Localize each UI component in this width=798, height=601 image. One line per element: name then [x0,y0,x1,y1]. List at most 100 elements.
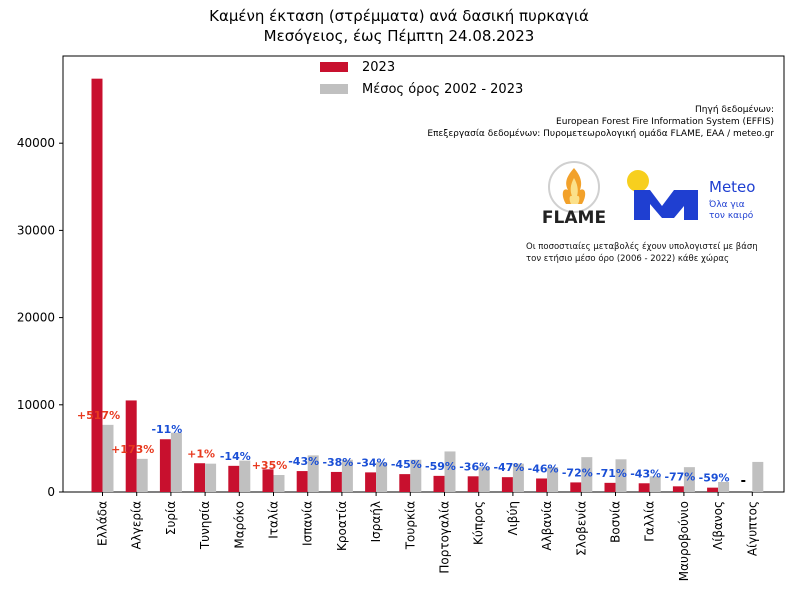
y-tick-label: 30000 [17,223,55,237]
bar-average [376,462,388,492]
x-tick-label: Συρία [164,501,178,535]
bar-2023 [262,469,274,492]
x-tick-label: Ιταλία [267,501,281,539]
bar-2023 [365,472,377,492]
bar-average [136,458,148,492]
data-source: Πηγή δεδομένων: European Forest Fire Inf… [427,104,774,140]
source-heading: Πηγή δεδομένων: [695,105,774,115]
x-tick-label: Λιβύη [506,501,520,535]
x-tick-label: Τυνησία [198,501,212,550]
bar-average [341,459,353,492]
bar-average [273,474,285,492]
x-tick-label: Μαρόκο [232,501,246,549]
bar-2023 [536,478,548,492]
x-tick-label: Τουρκία [403,501,417,550]
note-line-1: Οι ποσοστιαίες μεταβολές έχουν υπολογιστ… [526,242,758,252]
x-tick-label: Ισραήλ [369,501,383,542]
x-tick-label: Βοσνία [609,501,623,543]
percentage-change-label: -11% [151,423,182,436]
percentage-change-label: -38% [322,456,353,469]
y-tick-label: 20000 [17,311,55,325]
bar-2023 [159,439,171,492]
percentage-change-label: +1% [187,448,215,461]
bar-average [410,459,422,492]
legend-item-average: Μέσος όρος 2002 - 2023 [320,78,523,100]
percentage-change-label: -77% [664,470,695,483]
legend-label-average: Μέσος όρος 2002 - 2023 [362,81,524,97]
y-tick-label: 0 [47,485,55,499]
bar-2023 [570,482,582,492]
source-effis: European Forest Fire Information System … [556,117,774,127]
legend-label-2023: 2023 [362,59,396,75]
percentage-change-label: -34% [357,456,388,469]
bar-average [205,463,217,492]
bar-2023 [228,465,240,492]
legend-item-2023: 2023 [320,56,523,78]
percentage-change-label: -71% [596,467,627,480]
x-tick-label: Κροατία [335,501,349,551]
x-tick-label: Μαυροβούνιο [677,501,691,581]
x-tick-label: Αίγυπτος [745,501,759,556]
bar-2023 [672,486,684,492]
x-tick-label: Λίβανος [711,501,725,550]
bar-average [547,467,559,492]
meteo-logo: Meteo Όλα για τον καιρό [627,170,755,221]
bar-average [683,467,695,492]
meteo-logo-name: Meteo [709,178,755,196]
x-tick-label: Ελλάδα [96,501,110,546]
bar-average [615,459,627,492]
bar-2023 [330,471,342,492]
legend-swatch-average [320,84,348,94]
percentage-change-label: -47% [493,461,524,474]
bar-2023 [604,482,616,492]
percentage-change-label: -59% [699,472,730,485]
bar-average [649,476,661,492]
y-tick-label: 10000 [17,398,55,412]
x-tick-label: Αλγερία [130,501,144,550]
bar-2023 [91,78,103,492]
bar-average [512,463,524,492]
bar-average [239,460,251,492]
percentage-change-label: -46% [528,462,559,475]
note-line-2: τον ετήσιο μέσο όρο (2006 - 2022) κάθε χ… [526,254,730,264]
x-tick-label: Σλοβενία [574,501,588,556]
meteo-logo-tagline-1: Όλα για [708,199,745,210]
percentage-change-label: +517% [77,409,120,422]
calculation-note: Οι ποσοστιαίες μεταβολές έχουν υπολογιστ… [526,241,758,265]
bar-2023 [194,463,206,492]
bar-2023 [638,483,650,492]
bar-2023 [501,477,513,492]
y-tick-label: 40000 [17,136,55,150]
flame-logo: FLAME [542,161,606,228]
source-processing: Επεξεργασία δεδομένων: Πυρομετεωρολογική… [427,129,774,139]
percentage-change-label: -59% [425,460,456,473]
chart-title: Καμένη έκταση (στρέμματα) ανά δασική πυρ… [209,7,589,25]
bar-2023 [467,476,479,492]
bar-average [581,457,593,492]
percentage-change-label: -14% [220,450,251,463]
chart-legend: 2023 Μέσος όρος 2002 - 2023 [320,56,523,100]
percentage-change-label: -45% [391,458,422,471]
percentage-change-label: -43% [288,455,319,468]
percentage-change-label: -43% [630,467,661,480]
bar-average [718,481,730,492]
x-tick-label: Αλβανία [540,501,554,551]
bar-2023 [296,471,308,492]
x-tick-label: Κύπρος [472,501,486,545]
bar-2023 [433,475,445,492]
x-tick-label: Ισπανία [301,501,315,546]
percentage-change-label: -72% [562,466,593,479]
bar-average [102,424,114,492]
bar-2023 [707,487,719,492]
chart-subtitle: Μεσόγειος, έως Πέμπτη 24.08.2023 [263,27,535,45]
bar-2023 [399,474,411,492]
bar-2023 [125,400,137,492]
plot-area-frame [62,55,785,493]
bar-average [170,432,182,492]
meteo-logo-tagline-2: τον καιρό [709,210,754,221]
flame-logo-text: FLAME [542,208,606,228]
bar-average [444,451,456,492]
bar-average [307,455,319,492]
legend-swatch-2023 [320,62,348,72]
